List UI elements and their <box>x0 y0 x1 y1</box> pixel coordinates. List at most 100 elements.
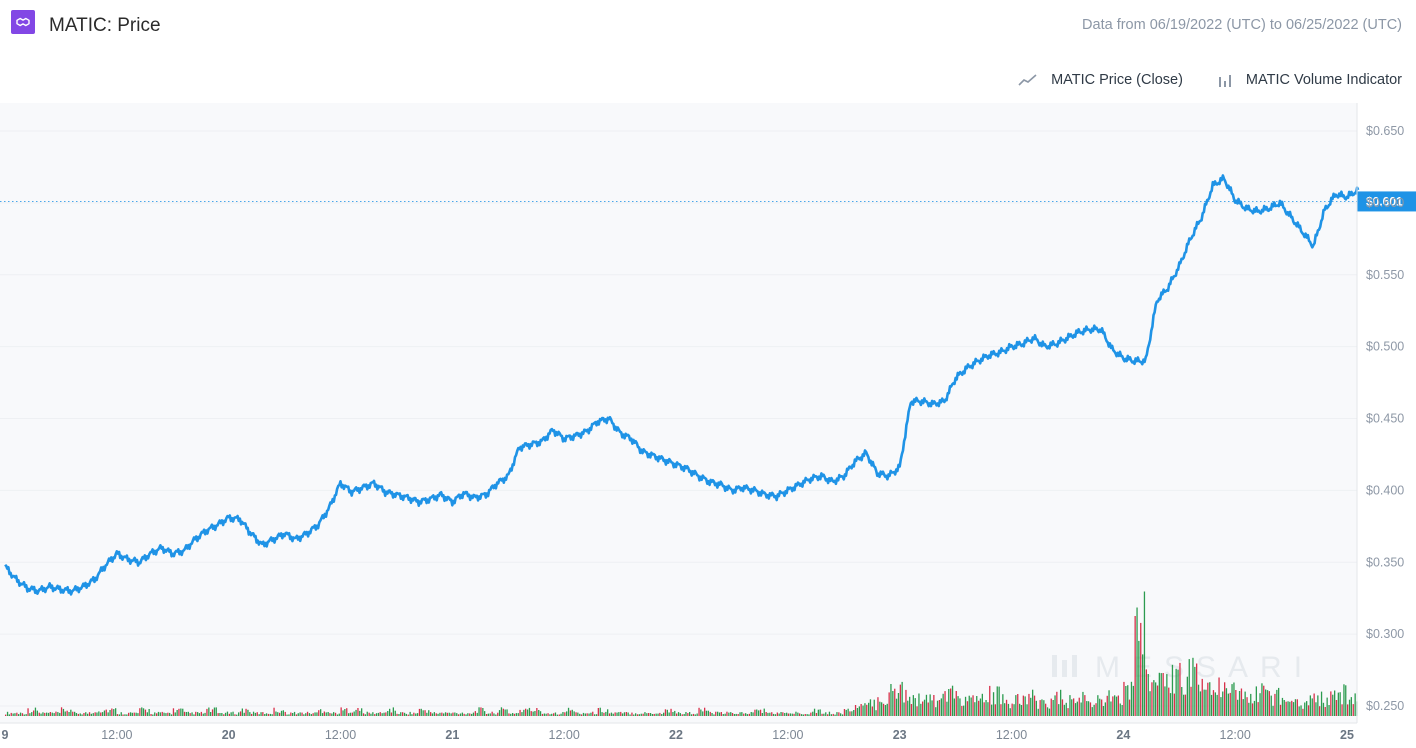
volume-bar <box>899 684 901 716</box>
volume-bar <box>254 712 257 716</box>
volume-bar <box>981 693 983 716</box>
legend-label-volume: MATIC Volume Indicator <box>1245 72 1402 88</box>
volume-bar <box>44 712 46 716</box>
volume-bar <box>1285 701 1287 716</box>
volume-bar <box>1028 693 1030 716</box>
volume-bar <box>567 707 570 716</box>
volume-bar <box>120 712 122 716</box>
volume-bar <box>189 713 191 716</box>
volume-bar <box>512 713 514 716</box>
volume-bar <box>750 712 752 716</box>
volume-bar <box>305 713 307 716</box>
volume-bar <box>769 712 771 716</box>
volume-bar <box>523 709 525 716</box>
volume-bar <box>778 713 780 716</box>
volume-bar <box>1011 703 1013 716</box>
volume-bar <box>169 712 171 716</box>
volume-bar <box>748 713 750 716</box>
volume-bar <box>1074 703 1077 716</box>
volume-bar <box>1169 693 1172 716</box>
volume-bar <box>59 712 61 716</box>
legend-item-volume[interactable]: MATIC Volume Indicator <box>1217 72 1402 88</box>
volume-bar <box>1078 697 1080 716</box>
volume-bar <box>437 713 439 716</box>
volume-bar <box>275 711 277 716</box>
volume-bar <box>1063 704 1065 716</box>
volume-bar <box>62 708 65 716</box>
volume-bar <box>1048 708 1051 716</box>
volume-bar <box>1114 695 1116 716</box>
volume-bar <box>510 713 512 716</box>
volume-bar <box>502 708 504 716</box>
volume-bar <box>1143 591 1146 716</box>
volume-bar <box>813 708 816 716</box>
volume-bar <box>1076 701 1078 716</box>
volume-bar <box>970 697 972 716</box>
x-tick-label: 12:00 <box>325 728 356 742</box>
volume-bar <box>98 711 100 716</box>
volume-bar <box>590 712 592 716</box>
bar-chart-icon <box>1217 73 1233 87</box>
volume-bar <box>631 712 633 716</box>
volume-bar <box>1197 684 1200 716</box>
volume-bar <box>1270 695 1272 716</box>
volume-bar <box>46 712 48 716</box>
volume-bar <box>875 710 877 716</box>
volume-bar <box>53 713 55 716</box>
volume-bar <box>31 712 33 716</box>
volume-bar <box>869 699 872 716</box>
volume-bar <box>1136 607 1138 716</box>
volume-bar <box>318 710 320 716</box>
volume-bar <box>1181 687 1183 716</box>
volume-bar <box>730 712 732 716</box>
volume-bar <box>834 714 836 716</box>
chart-header: MATIC: Price Data from 06/19/2022 (UTC) … <box>0 0 1416 52</box>
volume-bar <box>881 702 883 716</box>
volume-bar <box>1097 695 1099 716</box>
volume-bar <box>806 714 808 716</box>
volume-bar <box>566 711 568 716</box>
volume-bar <box>5 714 7 716</box>
volume-bar <box>323 711 325 716</box>
volume-bar <box>933 695 935 716</box>
volume-bar <box>1022 695 1024 716</box>
volume-bar <box>1278 687 1280 716</box>
watermark: MESSARI <box>1095 651 1314 684</box>
volume-bar <box>1173 693 1175 716</box>
volume-bar <box>743 713 745 716</box>
line-layer: $0.601 <box>0 174 1416 596</box>
legend-item-price[interactable]: MATIC Price (Close) <box>1018 72 1183 88</box>
page-title: MATIC: Price <box>49 15 161 36</box>
volume-bar <box>122 714 124 716</box>
volume-bar <box>353 711 355 716</box>
volume-bar <box>1104 702 1106 716</box>
watermark-layer: MESSARI <box>1052 651 1314 684</box>
volume-bar <box>489 713 491 716</box>
volume-bar <box>605 711 607 716</box>
volume-bar <box>711 713 713 716</box>
volume-bar <box>383 712 385 716</box>
volume-bar <box>267 713 270 716</box>
volume-bar <box>349 712 352 716</box>
volume-bar <box>1203 689 1205 716</box>
volume-bar <box>554 712 557 716</box>
watermark-logo-icon <box>1072 655 1077 677</box>
volume-bar <box>474 711 476 716</box>
volume-bar <box>264 714 266 716</box>
x-tick-label: 25 <box>1340 728 1354 742</box>
volume-bar <box>129 712 132 716</box>
volume-bar <box>517 713 519 716</box>
volume-bar <box>478 707 480 716</box>
volume-bar <box>733 714 736 716</box>
volume-bar <box>51 712 53 716</box>
volume-bar <box>498 710 501 716</box>
volume-bar <box>504 709 506 716</box>
volume-bar <box>853 710 855 716</box>
volume-bar <box>47 712 50 716</box>
volume-bar <box>1194 666 1196 716</box>
volume-bar <box>226 711 229 716</box>
volume-bar <box>795 711 797 716</box>
volume-bar <box>1140 622 1142 716</box>
volume-bar <box>228 713 230 716</box>
